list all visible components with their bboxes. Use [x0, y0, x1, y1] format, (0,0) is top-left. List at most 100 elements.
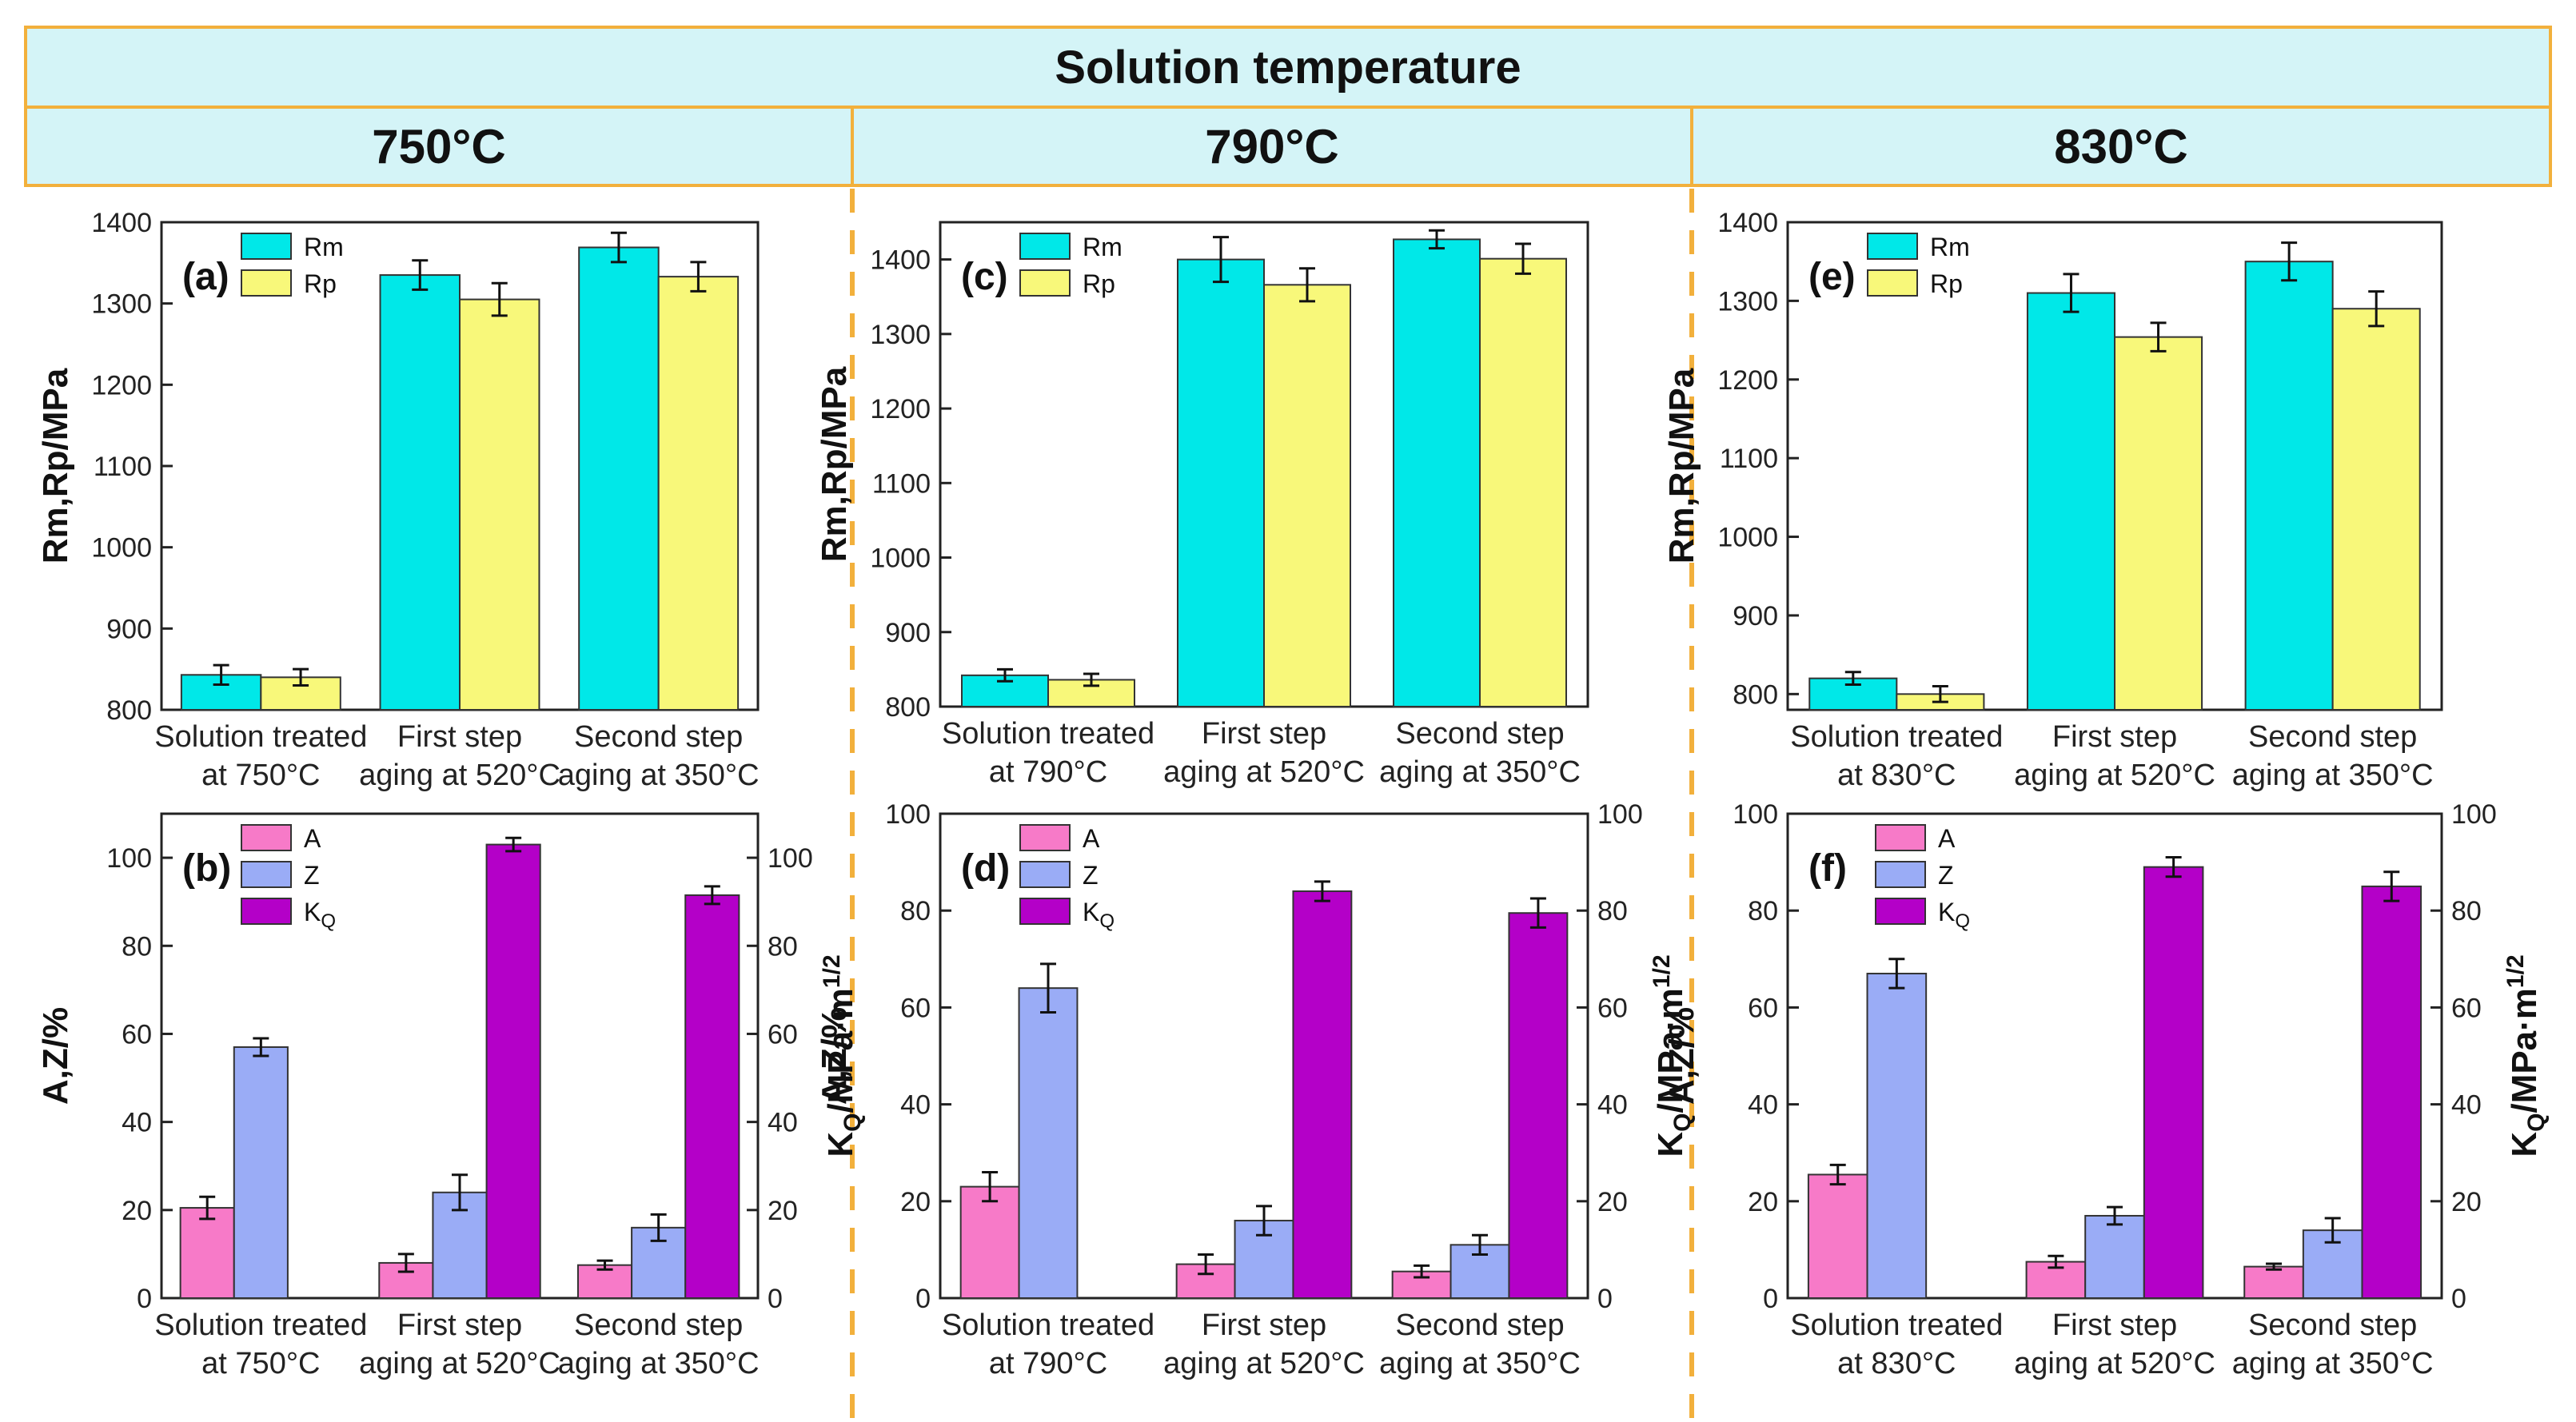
- bar-Rm: [2026, 292, 2116, 711]
- y-tick-label: 1000: [870, 544, 931, 574]
- header-col-750: 750°C: [372, 120, 505, 173]
- category-label: Solution treated: [942, 717, 1154, 751]
- legend-label-Z: Z: [304, 861, 320, 890]
- y-tick-label: 0: [915, 1284, 931, 1314]
- y2-tick-label: 60: [1597, 993, 1628, 1023]
- bar-KQ: [684, 894, 740, 1300]
- category-label: Solution treated: [154, 720, 367, 754]
- legend-label-A: A: [1083, 824, 1100, 853]
- y2-label-K: K: [821, 1132, 860, 1157]
- legend-label-Rp: Rp: [304, 269, 337, 298]
- bar-A: [179, 1207, 235, 1299]
- category-label: First step: [2052, 720, 2177, 754]
- chart-d: 020406080100020406080100KQ/MPa·m1/2A,Z/%…: [815, 799, 1696, 1380]
- legend-swatch-Rm: [1867, 233, 1918, 260]
- legend-K: K: [1938, 898, 1955, 926]
- legend-swatch-Z: [1019, 861, 1071, 888]
- y2-tick-label: 80: [2451, 896, 2482, 926]
- legend-Q: Q: [1099, 910, 1115, 932]
- y-tick-label: 100: [885, 799, 931, 830]
- y-tick-label: 800: [885, 692, 931, 723]
- bar-Z: [2084, 1214, 2145, 1299]
- y-tick-label: 60: [900, 993, 931, 1023]
- bar-Rp: [2331, 308, 2421, 711]
- y2-tick-label: 40: [2451, 1090, 2482, 1121]
- category-label: First step: [397, 1308, 522, 1342]
- y2-tick-label: 20: [2451, 1187, 2482, 1217]
- category-label: First step: [1202, 717, 1326, 751]
- legend-swatch-Rm: [241, 233, 292, 260]
- category-label-line2: at 790°C: [989, 755, 1107, 789]
- y-tick-label: 60: [122, 1019, 152, 1050]
- category-label-line2: aging at 350°C: [2232, 759, 2434, 792]
- legend-K: K: [1083, 898, 1099, 926]
- category-label: Second step: [1395, 717, 1564, 751]
- y2-tick-label: 80: [768, 931, 798, 962]
- category-label: Second step: [574, 1308, 743, 1342]
- legend-swatch-A: [1019, 824, 1071, 851]
- header-col-830: 830°C: [2054, 120, 2187, 173]
- y2-label-K: K: [2505, 1132, 2544, 1157]
- y-axis-label: Rm,Rp/MPa: [815, 366, 854, 562]
- chart-b: 020406080100020406080100KQ/MPa·m1/2A,Z/%…: [36, 812, 866, 1380]
- y2-tick-label: 80: [1597, 896, 1628, 926]
- category-label-line2: at 790°C: [989, 1347, 1107, 1380]
- legend-label-Rp: Rp: [1083, 269, 1115, 298]
- legend-label-KQ: KQ: [1083, 898, 1115, 932]
- y-axis-label: A,Z/%: [1662, 1007, 1701, 1105]
- y-tick-label: 1300: [91, 289, 152, 320]
- legend-swatch-Rp: [1019, 269, 1071, 297]
- y-tick-label: 100: [106, 843, 152, 874]
- panel-label: (b): [182, 847, 231, 890]
- category-label-line2: at 750°C: [201, 759, 320, 792]
- y2-label-Q: Q: [839, 1113, 866, 1132]
- y2-tick-label: 40: [1597, 1090, 1628, 1121]
- panel-label: (d): [961, 847, 1010, 890]
- y-tick-label: 1400: [870, 245, 931, 276]
- bar-Rm: [2244, 261, 2334, 711]
- y-tick-label: 1100: [94, 452, 152, 482]
- panel-label: (c): [961, 256, 1008, 298]
- bar-A: [959, 1185, 1020, 1299]
- legend-K: K: [304, 898, 321, 926]
- bar-KQ: [2143, 866, 2204, 1300]
- bar-Z: [1866, 972, 1928, 1299]
- category-label-line2: at 830°C: [1837, 1347, 1956, 1380]
- y-tick-label: 40: [900, 1090, 931, 1121]
- legend-swatch-Rp: [241, 269, 292, 297]
- legend-swatch-KQ: [1875, 898, 1926, 925]
- legend-label-Z: Z: [1938, 861, 1954, 890]
- header-col-830-box: [1690, 106, 2552, 187]
- category-label-line2: aging at 350°C: [2232, 1347, 2434, 1380]
- category-label-line2: aging at 520°C: [2014, 759, 2215, 792]
- chart-e: 800 900 1000 1100 1200 1300 1400 Rm,Rp/MPa Solut…: [1662, 208, 2443, 792]
- bar-Rp: [657, 276, 740, 711]
- y2-label-Q: Q: [2523, 1113, 2550, 1132]
- panel-label: (a): [182, 256, 229, 298]
- category-label: Solution treated: [1790, 1308, 2003, 1342]
- y2-tick-label: 20: [1597, 1187, 1628, 1217]
- y-tick-label: 1000: [91, 533, 152, 564]
- bar-Rm: [1393, 238, 1481, 708]
- y-tick-label: 40: [1748, 1090, 1778, 1121]
- legend-swatch-KQ: [241, 898, 292, 925]
- y2-tick-label: 0: [768, 1284, 783, 1314]
- y2-label-exp: 1/2: [2502, 954, 2529, 988]
- category-label: Solution treated: [154, 1308, 367, 1342]
- category-label: First step: [397, 720, 522, 754]
- category-label-line2: aging at 520°C: [359, 759, 560, 792]
- y2-tick-label: 0: [2451, 1284, 2466, 1314]
- y-tick-label: 1100: [1720, 444, 1778, 474]
- legend-label-A: A: [304, 824, 321, 853]
- category-label: Second step: [1395, 1308, 1564, 1342]
- y2-axis-label: KQ/MPa·m1/2: [2502, 954, 2550, 1157]
- legend-label-Z: Z: [1083, 861, 1099, 890]
- y-tick-label: 20: [1748, 1187, 1778, 1217]
- chart-f: 020406080100020406080100KQ/MPa·m1/2A,Z/%…: [1662, 799, 2550, 1380]
- y2-label-unit: /MPa·m: [821, 988, 860, 1113]
- y2-tick-label: 60: [768, 1019, 798, 1050]
- y2-label-K: K: [1651, 1132, 1690, 1157]
- bar-Rm: [379, 274, 461, 711]
- header-title-box: [24, 26, 2552, 109]
